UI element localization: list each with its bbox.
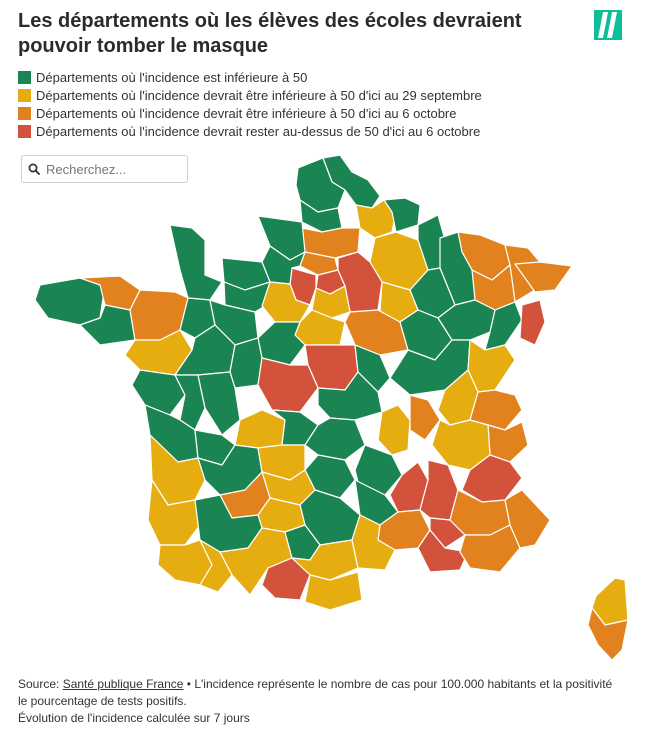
department-corse-du-sud[interactable]	[587, 607, 629, 661]
department-manche[interactable]	[169, 224, 223, 301]
department-indre[interactable]	[257, 357, 319, 413]
source-link[interactable]: Santé publique France	[62, 677, 184, 691]
department-var[interactable]	[459, 524, 521, 573]
legend-item-29-september: Départements où l'incidence devrait être…	[18, 86, 482, 104]
department-indre-et-loire[interactable]	[229, 337, 263, 389]
search-box[interactable]	[21, 155, 188, 183]
legend-item-below-50: Départements où l'incidence est inférieu…	[18, 68, 482, 86]
department-finistere[interactable]	[34, 277, 106, 326]
footer-evolution: Évolution de l'incidence calculée sur 7 …	[18, 711, 250, 725]
department-territoire-belfort[interactable]	[519, 299, 546, 346]
huffpost-logo-icon	[594, 10, 622, 40]
department-pyrenees-orientales[interactable]	[304, 571, 363, 611]
footer: Source: Santé publique France • L'incide…	[18, 676, 618, 727]
search-icon	[28, 163, 40, 175]
department-landes[interactable]	[147, 479, 201, 546]
legend-label: Départements où l'incidence est inférieu…	[36, 69, 308, 85]
department-puy-de-dome[interactable]	[304, 417, 366, 461]
legend: Départements où l'incidence est inférieu…	[18, 68, 482, 140]
legend-item-6-october: Départements où l'incidence devrait être…	[18, 104, 482, 122]
department-alpes-maritimes[interactable]	[504, 489, 551, 549]
source-prefix: Source:	[18, 677, 63, 691]
legend-swatch	[18, 124, 31, 138]
legend-label: Départements où l'incidence devrait être…	[36, 105, 457, 121]
footer-note: • L'incidence représente le nombre de ca…	[18, 677, 613, 708]
department-haute-vienne[interactable]	[234, 409, 286, 449]
search-input[interactable]	[46, 161, 176, 177]
legend-swatch	[18, 88, 31, 102]
chart-title: Les départements où les élèves des école…	[18, 10, 522, 57]
department-haut-rhin[interactable]	[514, 261, 573, 293]
legend-label: Départements où l'incidence devrait rest…	[36, 123, 481, 139]
legend-swatch	[18, 106, 31, 120]
department-loire[interactable]	[377, 404, 411, 456]
department-herault[interactable]	[351, 514, 396, 571]
legend-label: Départements où l'incidence devrait être…	[36, 87, 482, 103]
department-rhone[interactable]	[409, 394, 441, 441]
legend-swatch	[18, 70, 31, 84]
france-departments-map	[34, 154, 629, 661]
department-hautes-alpes[interactable]	[461, 454, 523, 503]
department-eure-et-loir[interactable]	[261, 281, 311, 323]
legend-item-above-50: Départements où l'incidence devrait rest…	[18, 122, 482, 140]
department-nievre[interactable]	[354, 344, 391, 393]
